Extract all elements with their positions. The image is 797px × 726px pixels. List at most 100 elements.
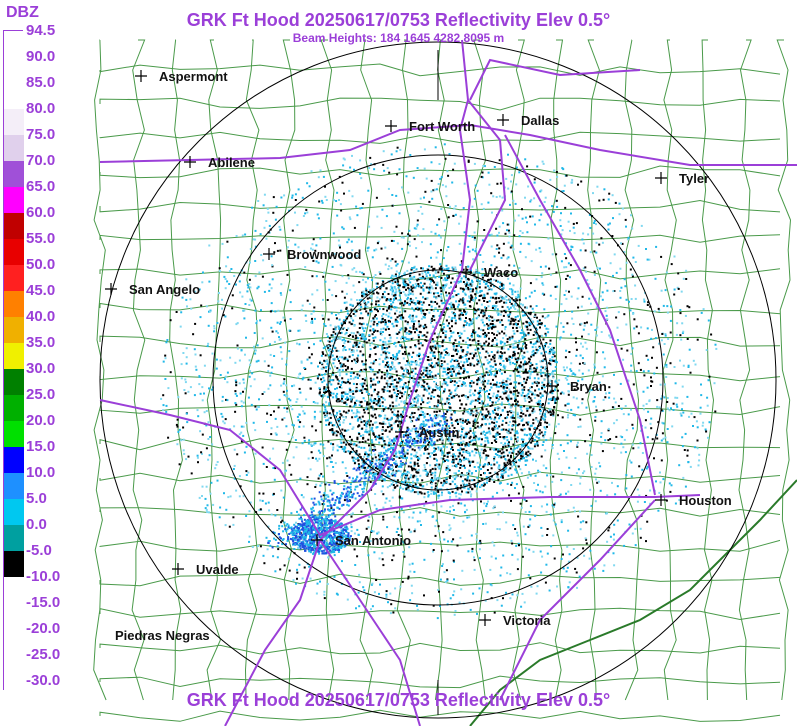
echo-pixel bbox=[414, 303, 417, 306]
echo-pixel bbox=[370, 405, 373, 408]
echo-pixel bbox=[381, 433, 384, 435]
echo-pixel bbox=[395, 470, 398, 473]
echo-pixel bbox=[519, 318, 521, 321]
echo-pixel bbox=[491, 332, 494, 334]
echo-pixel bbox=[417, 381, 420, 384]
echo-pixel bbox=[498, 357, 501, 360]
echo-pixel bbox=[486, 395, 489, 398]
echo-pixel bbox=[516, 411, 519, 414]
echo-pixel bbox=[402, 400, 405, 403]
echo-pixel bbox=[388, 430, 391, 433]
echo-pixel bbox=[467, 550, 470, 553]
echo-pixel bbox=[414, 307, 417, 310]
echo-pixel bbox=[342, 421, 345, 424]
echo-pixel bbox=[218, 516, 221, 519]
echo-pixel bbox=[419, 446, 422, 449]
echo-pixel bbox=[468, 338, 471, 341]
echo-pixel bbox=[445, 294, 448, 297]
echo-pixel bbox=[502, 455, 505, 458]
echo-pixel bbox=[431, 477, 434, 479]
echo-pixel bbox=[332, 392, 335, 395]
echo-pixel bbox=[335, 376, 338, 378]
echo-pixel bbox=[339, 337, 342, 340]
echo-pixel bbox=[350, 367, 353, 370]
echo-pixel bbox=[569, 276, 571, 279]
echo-pixel bbox=[465, 278, 468, 281]
echo-pixel bbox=[440, 494, 443, 497]
echo-pixel bbox=[546, 361, 549, 364]
echo-pixel bbox=[416, 381, 419, 383]
echo-pixel bbox=[357, 459, 360, 462]
echo-pixel bbox=[487, 289, 490, 292]
echo-pixel bbox=[384, 321, 387, 324]
echo-pixel bbox=[526, 328, 529, 331]
echo-pixel bbox=[330, 334, 333, 337]
echo-pixel bbox=[601, 375, 604, 378]
echo-pixel bbox=[439, 367, 442, 370]
echo-pixel bbox=[446, 419, 449, 422]
echo-pixel bbox=[416, 469, 419, 472]
echo-pixel bbox=[374, 307, 377, 310]
echo-pixel bbox=[422, 411, 424, 414]
echo-pixel bbox=[483, 342, 486, 345]
echo-pixel bbox=[429, 442, 432, 445]
echo-pixel bbox=[478, 426, 481, 429]
echo-pixel bbox=[277, 309, 280, 312]
echo-pixel bbox=[409, 417, 412, 420]
echo-pixel bbox=[505, 299, 508, 301]
echo-pixel bbox=[421, 344, 424, 347]
county-line bbox=[99, 165, 781, 179]
echo-pixel bbox=[339, 413, 342, 416]
echo-pixel bbox=[514, 487, 516, 489]
echo-pixel bbox=[540, 352, 543, 355]
echo-pixel bbox=[459, 493, 462, 496]
echo-pixel bbox=[355, 383, 358, 386]
echo-pixel bbox=[296, 342, 298, 345]
county-line bbox=[359, 39, 374, 701]
echo-pixel bbox=[554, 387, 557, 390]
echo-pixel bbox=[486, 414, 489, 417]
echo-pixel bbox=[458, 444, 461, 447]
echo-pixel bbox=[387, 419, 390, 422]
echo-pixel bbox=[412, 299, 415, 302]
echo-pixel bbox=[430, 332, 433, 335]
echo-pixel bbox=[495, 424, 497, 427]
echo-pixel bbox=[454, 419, 457, 422]
echo-pixel bbox=[372, 328, 375, 330]
echo-pixel bbox=[480, 402, 483, 405]
echo-pixel bbox=[479, 294, 481, 297]
echo-pixel bbox=[497, 448, 500, 451]
echo-pixel bbox=[479, 474, 482, 476]
echo-pixel bbox=[394, 312, 397, 315]
echo-pixel bbox=[518, 364, 521, 367]
echo-pixel bbox=[413, 474, 416, 477]
echo-pixel bbox=[372, 329, 375, 332]
echo-pixel bbox=[329, 367, 332, 370]
echo-pixel bbox=[331, 429, 334, 432]
echo-pixel bbox=[367, 412, 370, 415]
echo-pixel bbox=[566, 378, 569, 381]
echo-pixel bbox=[467, 284, 470, 287]
echo-pixel bbox=[445, 381, 448, 384]
echo-pixel bbox=[549, 362, 552, 365]
echo-pixel bbox=[459, 464, 462, 466]
echo-pixel bbox=[390, 408, 393, 411]
echo-pixel bbox=[269, 374, 272, 377]
echo-pixel bbox=[507, 319, 510, 322]
echo-pixel bbox=[369, 348, 372, 351]
echo-pixel bbox=[440, 488, 443, 491]
echo-pixel bbox=[391, 440, 394, 443]
echo-pixel bbox=[533, 377, 536, 380]
echo-pixel bbox=[443, 480, 446, 483]
echo-pixel bbox=[468, 235, 471, 237]
echo-pixel bbox=[400, 337, 402, 340]
echo-pixel bbox=[541, 417, 544, 420]
echo-pixel bbox=[527, 421, 530, 424]
echo-pixel bbox=[231, 294, 234, 297]
echo-pixel bbox=[458, 356, 461, 359]
echo-pixel bbox=[356, 357, 359, 360]
echo-pixel bbox=[435, 382, 438, 385]
echo-pixel bbox=[599, 295, 602, 298]
echo-pixel bbox=[368, 393, 370, 395]
echo-pixel bbox=[452, 331, 455, 334]
